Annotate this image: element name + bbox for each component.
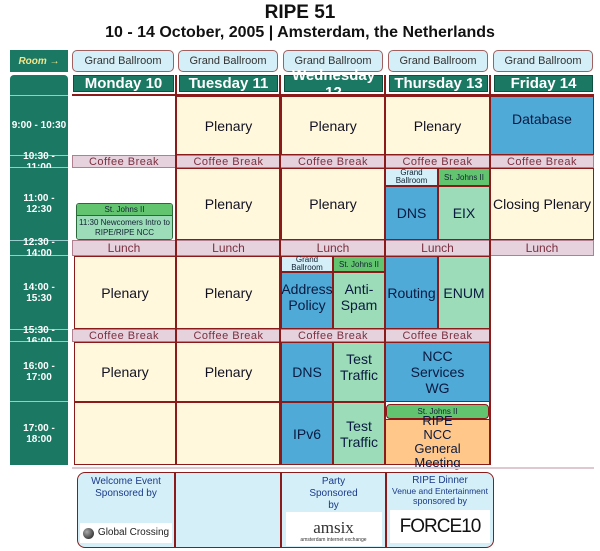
amsix-logo[interactable]: amsix amsterdam internet exchange [285,512,382,546]
column-divider [384,75,386,465]
party-sponsor: Party Sponsored by amsix amsterdam inter… [281,472,386,548]
room-tag: Grand Ballroom [281,256,333,272]
coffee-break-label: Coffee Break [297,329,368,342]
room-tag: Grand Ballroom [385,168,438,186]
session-enum[interactable]: ENUM [438,256,490,329]
page-subtitle: 10 - 14 October, 2005 | Amsterdam, the N… [105,24,495,41]
sponsor-caption: Party Sponsored by [309,476,358,511]
lunch-label: Lunch [421,241,454,255]
room-tuesday: Grand Ballroom [178,50,278,72]
sponsor-caption: Welcome Event Sponsored by [91,476,161,499]
lunch-label: Lunch [212,241,245,255]
session-ncc-services-wg[interactable]: NCC Services WG [385,342,490,402]
session-plenary[interactable]: Plenary [176,168,281,240]
session-closing-plenary[interactable]: Closing Plenary [490,168,594,240]
grid-top-rule [72,94,594,96]
coffee-break-label: Coffee Break [297,155,368,168]
room-thursday: Grand Ballroom [388,50,488,72]
time-slot: 12:30 - 14:00 [10,237,68,259]
sponsor-caption: Venue and Entertainment [392,486,488,496]
room-tag: St. Johns II [333,256,385,272]
session-eix[interactable]: EIX [438,186,490,240]
coffee-break-label: Coffee Break [193,155,264,168]
column-divider [175,75,177,465]
session-test-traffic[interactable]: Test Traffic [333,402,385,465]
globe-icon [82,527,94,539]
session-database[interactable]: Database [490,96,594,155]
room-wednesday: Grand Ballroom [283,50,383,72]
column-divider [279,75,281,465]
dinner-sponsor: RIPE Dinner Venue and Entertainment spon… [386,472,494,548]
force10-logo[interactable]: FORCE10 [390,510,490,543]
logo-text: Global Crossing [97,527,170,538]
lunch-label: Lunch [525,241,559,255]
coffee-break-morning [72,155,594,168]
room-tag: St. Johns II [386,404,489,419]
page-title: RIPE 51 [264,2,336,23]
session-plenary[interactable]: Plenary [281,168,385,240]
session-plenary[interactable]: Plenary [176,342,281,402]
lunch-row [72,240,594,256]
day-monday: Monday 10 [73,75,174,92]
time-slot: 14:00 - 15:30 [10,256,68,329]
session-test-traffic[interactable]: Test Traffic [333,342,385,402]
empty-sponsor-slot [175,472,281,548]
room-friday: Grand Ballroom [493,50,593,72]
welcome-sponsor: Welcome Event Sponsored by Global Crossi… [77,472,175,548]
session-plenary[interactable]: Plenary [176,96,281,155]
time-slot: 17:00 - 18:00 [10,402,68,465]
logo-text: FORCE10 [399,515,482,537]
session-ipv6[interactable]: IPv6 [281,402,333,465]
session-dns[interactable]: DNS [281,342,333,402]
session-address-policy[interactable]: Address Policy [281,272,333,329]
lunch-label: Lunch [316,241,350,255]
session-dns[interactable]: DNS [385,186,438,240]
newcomers-session[interactable]: St. Johns II 11:30 Newcomers Intro to RI… [76,203,173,240]
room-tag: St. Johns II [77,204,172,216]
lunch-label: Lunch [107,241,141,255]
time-slot: 16:00 - 17:00 [10,342,68,402]
day-thursday: Thursday 13 [389,75,488,92]
session-label: 11:30 Newcomers Intro to RIPE/RIPE NCC [77,216,172,239]
sponsor-caption: sponsored by [412,496,468,506]
session-plenary[interactable]: Plenary [74,256,176,329]
session-plenary[interactable]: Plenary [281,96,385,155]
divider [72,467,594,469]
session-plenary[interactable]: Plenary [176,256,281,329]
coffee-break-label: Coffee Break [506,155,577,168]
session-plenary[interactable]: Plenary [385,96,490,155]
coffee-break-label: Coffee Break [402,329,473,342]
empty-slot [74,402,176,465]
global-crossing-logo[interactable]: Global Crossing [80,523,172,543]
coffee-break-label: Coffee Break [88,155,159,168]
day-friday: Friday 14 [494,75,593,92]
session-general-meeting[interactable]: RIPE NCC General Meeting [385,414,490,470]
room-label: Room → [10,50,68,72]
logo-text: amsix [313,518,354,537]
time-slot: 10:30 - 11:00 [10,151,68,173]
logo-subtext: amsterdam internet exchange [300,537,367,543]
coffee-break-label: Coffee Break [193,329,264,342]
time-slot: 11:00 - 12:30 [10,168,68,240]
session-routing[interactable]: Routing [385,256,438,329]
day-tuesday: Tuesday 11 [179,75,278,92]
time-slot: 9:00 - 10:30 [10,95,68,155]
session-anti-spam[interactable]: Anti-Spam [333,272,385,329]
coffee-break-label: Coffee Break [88,329,159,342]
session-plenary[interactable]: Plenary [74,342,176,402]
coffee-break-label: Coffee Break [402,155,473,168]
room-monday: Grand Ballroom [72,50,174,72]
empty-slot [176,402,281,465]
room-tag: St. Johns II [438,168,490,186]
sponsor-caption: RIPE Dinner [412,475,468,486]
time-slot: 15:30 - 16:00 [10,325,68,347]
column-divider [489,75,491,465]
day-wednesday: Wednesday 12 [284,67,383,101]
